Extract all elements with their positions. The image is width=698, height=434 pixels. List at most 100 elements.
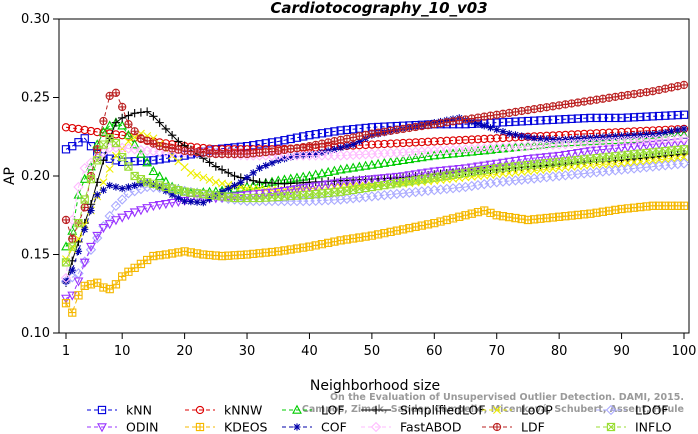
data-point-lof (98, 126, 109, 136)
data-point-odin (354, 176, 365, 186)
data-point-odin (660, 139, 671, 149)
data-point-loop (680, 153, 688, 162)
data-point-knnw (486, 134, 495, 143)
data-point-cof (649, 130, 657, 138)
data-point-cof (505, 130, 513, 138)
data-point-knn (305, 131, 314, 140)
data-point-knn (336, 126, 345, 135)
data-point-cof (62, 277, 70, 285)
data-point-ldf (99, 116, 108, 126)
data-point-knn (611, 113, 620, 123)
data-point-cof (493, 126, 501, 134)
data-point-odin (423, 168, 433, 178)
data-point-odin (566, 149, 577, 160)
legend-entry-ldf: LDF (482, 420, 545, 434)
data-point-lof (410, 153, 421, 163)
legend-marker (97, 423, 107, 433)
data-point-knnw (492, 134, 501, 143)
data-point-odin (460, 164, 471, 174)
data-point-cof (268, 159, 276, 167)
data-point-odin (654, 140, 664, 150)
data-point-cof (337, 144, 345, 152)
data-point-cof (661, 128, 669, 137)
data-point-lof (366, 159, 377, 169)
data-point-odin (391, 172, 402, 182)
data-point-odin (479, 161, 490, 171)
legend-marker (370, 421, 382, 433)
data-point-loop (611, 159, 620, 168)
data-point-inflo (111, 138, 121, 148)
watermark: On the Evaluation of Unsupervised Outlie… (302, 392, 684, 415)
legend-entry-fastabod: FastABOD (361, 420, 462, 434)
data-point-odin (341, 177, 352, 188)
data-point-simplifiedlof (217, 165, 227, 174)
data-point-odin (641, 141, 652, 151)
data-point-kdeos (93, 278, 102, 287)
data-point-knn (274, 137, 283, 146)
data-point-cof (549, 135, 557, 144)
data-point-odin (529, 154, 540, 164)
data-point-knnw (436, 136, 445, 146)
data-point-odin (679, 137, 689, 147)
data-point-knn (555, 115, 564, 124)
data-point-knn (567, 114, 576, 124)
data-point-knn (261, 139, 270, 148)
data-point-cof (137, 180, 145, 188)
data-point-inflo (93, 156, 102, 165)
data-point-odin (123, 210, 134, 221)
data-point-odin (292, 185, 302, 195)
y-tick-label: 0.25 (21, 91, 50, 106)
data-point-knn (667, 111, 676, 120)
data-point-cof (205, 195, 214, 203)
data-point-lof (385, 156, 396, 166)
data-point-knn (598, 113, 607, 123)
x-tick-label: 40 (301, 344, 318, 359)
data-point-knnw (480, 134, 489, 144)
data-point-loop (617, 159, 626, 168)
data-point-cof (156, 183, 164, 191)
data-point-knn (642, 112, 651, 121)
legend-entry-loop: LoOP (482, 403, 553, 418)
legend-label: LOF (321, 403, 345, 418)
data-point-odin (416, 169, 427, 179)
data-point-odin (498, 158, 508, 168)
x-tick-label: 50 (364, 344, 381, 359)
data-point-ldof (67, 272, 78, 283)
data-point-cof (218, 188, 226, 196)
data-point-knnw (461, 135, 470, 145)
data-point-cof (624, 131, 632, 140)
x-tick-label: 20 (176, 344, 193, 359)
data-point-odin (385, 173, 396, 183)
data-point-knn (330, 127, 339, 136)
data-point-lof (123, 129, 134, 139)
data-point-knnw (68, 123, 77, 133)
data-point-cof (199, 199, 207, 207)
data-point-cof (593, 133, 601, 142)
data-point-lof (373, 158, 384, 168)
data-point-inflo (124, 162, 133, 171)
data-point-odin (523, 154, 533, 165)
data-point-odin (560, 150, 571, 161)
data-point-cof (511, 131, 520, 139)
data-point-loop (193, 171, 202, 180)
data-point-knn (299, 132, 308, 141)
data-point-cof (599, 133, 607, 141)
legend-marker (606, 422, 616, 432)
data-point-cof (230, 181, 239, 190)
data-point-knnw (380, 139, 389, 149)
data-point-cof (530, 134, 538, 142)
data-point-cof (299, 151, 307, 159)
data-point-loop (642, 156, 651, 165)
data-point-simplifiedlof (161, 124, 171, 134)
data-point-knn (561, 115, 570, 124)
data-point-odin (491, 159, 502, 169)
data-point-knnw (448, 136, 458, 145)
data-point-inflo (118, 153, 127, 162)
data-point-odin (635, 142, 646, 152)
data-point-knn (280, 136, 289, 145)
series-line-ldof (65, 162, 685, 282)
data-point-knn (311, 130, 320, 139)
data-point-ldf (130, 127, 139, 136)
data-point-odin (541, 153, 552, 163)
data-point-odin (554, 151, 565, 161)
